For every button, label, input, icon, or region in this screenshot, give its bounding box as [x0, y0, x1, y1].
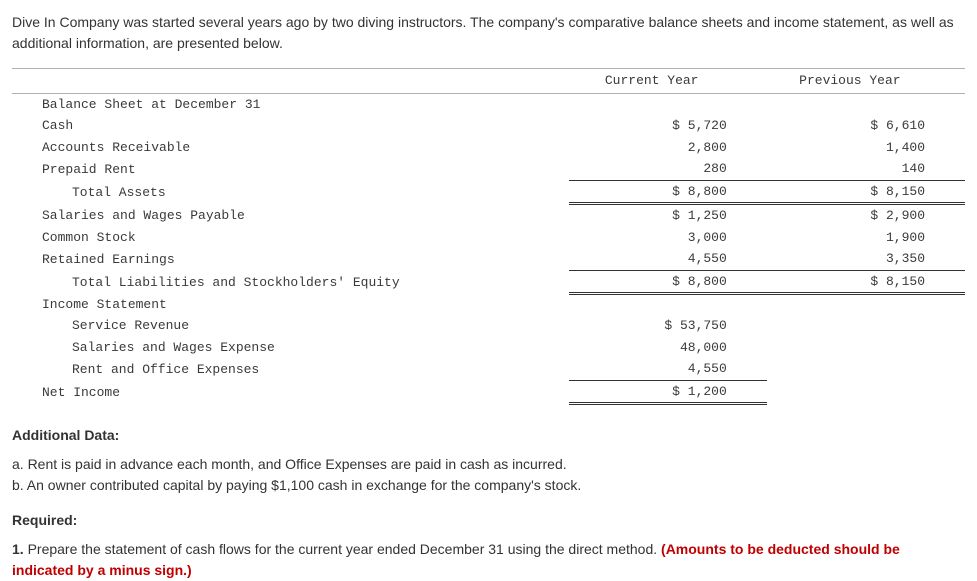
required-block: Required: 1. Prepare the statement of ca…	[12, 510, 965, 581]
table-row: Rent and Office Expenses 4,550	[12, 358, 965, 380]
table-row: Cash $ 5,720 $ 6,610	[12, 115, 965, 137]
row-label: Rent and Office Expenses	[12, 358, 569, 380]
additional-note-a: a. Rent is paid in advance each month, a…	[12, 454, 965, 475]
row-label: Cash	[12, 115, 569, 137]
row-current: 4,550	[569, 358, 767, 380]
table-row: Salaries and Wages Payable $ 1,250 $ 2,9…	[12, 204, 965, 227]
table-row: Net Income $ 1,200	[12, 380, 965, 404]
balance-sheet-title: Balance Sheet at December 31	[12, 93, 569, 115]
row-current: 2,800	[569, 137, 767, 159]
table-row: Common Stock 3,000 1,900	[12, 227, 965, 249]
income-statement-title: Income Statement	[12, 294, 569, 316]
row-current: $ 1,200	[569, 380, 767, 404]
row-label: Prepaid Rent	[12, 158, 569, 180]
row-previous: 140	[767, 158, 965, 180]
table-row: Service Revenue $ 53,750	[12, 315, 965, 337]
row-label: Total Liabilities and Stockholders' Equi…	[12, 270, 569, 294]
table-row: Prepaid Rent 280 140	[12, 158, 965, 180]
row-previous: 1,400	[767, 137, 965, 159]
table-row: Retained Earnings 4,550 3,350	[12, 248, 965, 270]
row-previous: $ 8,150	[767, 180, 965, 204]
row-label: Service Revenue	[12, 315, 569, 337]
table-row: Salaries and Wages Expense 48,000	[12, 337, 965, 359]
required-item-1: 1. Prepare the statement of cash flows f…	[12, 539, 965, 581]
col-previous-year: Previous Year	[767, 69, 965, 94]
additional-note-b: b. An owner contributed capital by payin…	[12, 475, 965, 496]
row-label: Total Assets	[12, 180, 569, 204]
table-header-row: Current Year Previous Year	[12, 69, 965, 94]
bs-title-row: Balance Sheet at December 31	[12, 93, 965, 115]
row-current: $ 1,250	[569, 204, 767, 227]
row-previous: 3,350	[767, 248, 965, 270]
table-row: Total Assets $ 8,800 $ 8,150	[12, 180, 965, 204]
row-current: $ 53,750	[569, 315, 767, 337]
required-heading: Required:	[12, 510, 965, 531]
table-row: Total Liabilities and Stockholders' Equi…	[12, 270, 965, 294]
row-previous: 1,900	[767, 227, 965, 249]
row-current: $ 5,720	[569, 115, 767, 137]
required-item-text: Prepare the statement of cash flows for …	[28, 541, 661, 557]
row-label: Common Stock	[12, 227, 569, 249]
row-current: $ 8,800	[569, 270, 767, 294]
row-current: 48,000	[569, 337, 767, 359]
intro-text: Dive In Company was started several year…	[12, 12, 965, 54]
row-current: 4,550	[569, 248, 767, 270]
col-current-year: Current Year	[569, 69, 767, 94]
row-previous: $ 8,150	[767, 270, 965, 294]
row-previous: $ 2,900	[767, 204, 965, 227]
row-label: Accounts Receivable	[12, 137, 569, 159]
required-item-number: 1.	[12, 541, 28, 557]
row-label: Salaries and Wages Payable	[12, 204, 569, 227]
financial-statements-table: Current Year Previous Year Balance Sheet…	[12, 68, 965, 405]
row-current: $ 8,800	[569, 180, 767, 204]
row-label: Retained Earnings	[12, 248, 569, 270]
row-label: Net Income	[12, 380, 569, 404]
row-label: Salaries and Wages Expense	[12, 337, 569, 359]
is-title-row: Income Statement	[12, 294, 965, 316]
row-previous: $ 6,610	[767, 115, 965, 137]
table-row: Accounts Receivable 2,800 1,400	[12, 137, 965, 159]
additional-data-heading: Additional Data:	[12, 425, 965, 446]
row-current: 3,000	[569, 227, 767, 249]
row-current: 280	[569, 158, 767, 180]
